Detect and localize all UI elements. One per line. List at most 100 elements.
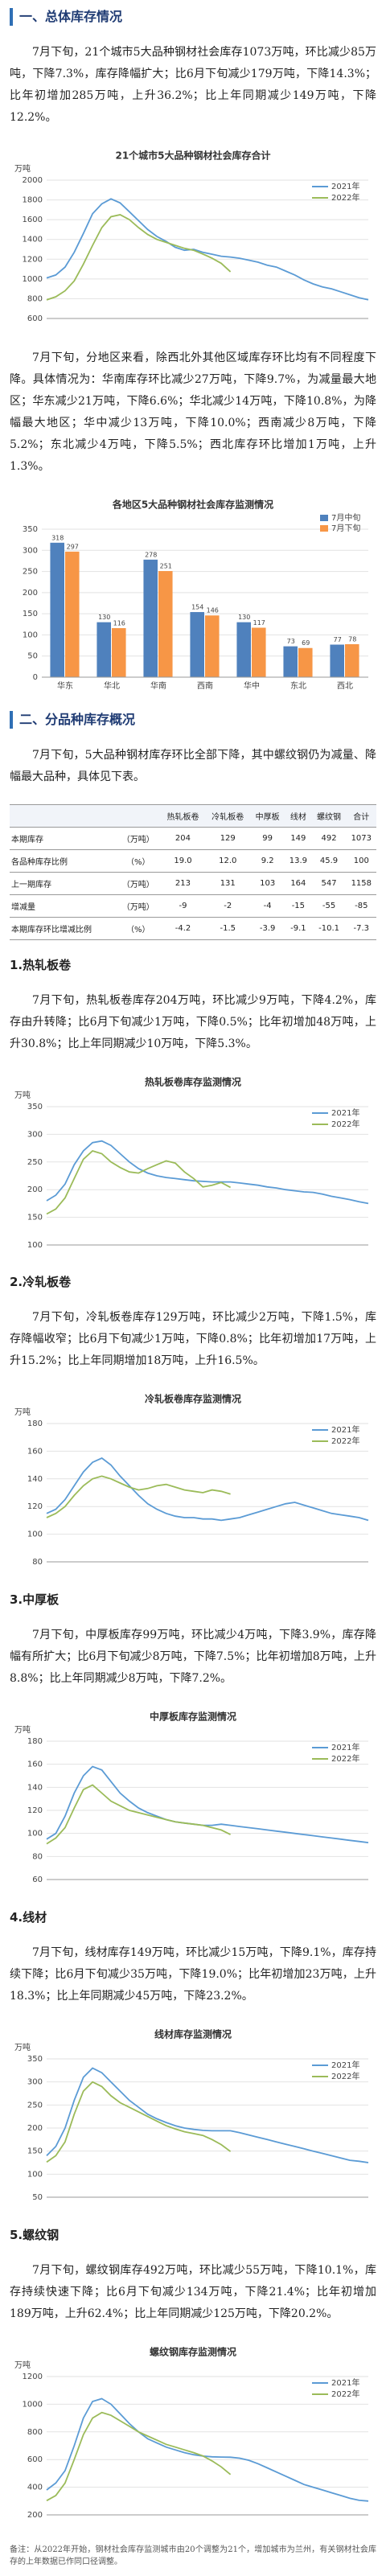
table-cell: 100 [346, 848, 376, 873]
table-cell: 492 [311, 826, 347, 850]
y-axis-unit: 万吨 [14, 2042, 31, 2052]
bar-value-label: 146 [207, 607, 219, 614]
bar-value-label: 130 [238, 614, 250, 621]
legend-swatch [320, 514, 328, 521]
series-line [46, 2397, 369, 2502]
bar [330, 644, 344, 677]
row-unit: （万吨） [115, 894, 161, 918]
table-cell: -1.5 [205, 916, 251, 940]
table-cell: 1158 [346, 871, 376, 895]
header-row: 热轧板卷 冷轧板卷 中厚板 线材 螺纹钢 合计 [10, 803, 376, 828]
table-cell: -9 [160, 894, 206, 918]
y-tick-label: 50 [32, 2193, 43, 2202]
y-tick-label: 300 [27, 2078, 43, 2087]
table-row: 上一期库存 （万吨） 213 131 103 164 547 1158 [10, 871, 376, 895]
y-tick-label: 150 [27, 2147, 43, 2156]
bar-value-label: 297 [67, 543, 79, 550]
table-row: 增减量 （万吨） -9 -2 -4 -15 -55 -85 [10, 894, 376, 918]
chart-title: 各地区5大品种钢材社会库存监测情况 [112, 498, 273, 510]
paragraph: 7月下旬，线材库存149万吨，环比减少15万吨，下降9.1%，库存持续下降；比6… [10, 1946, 376, 2003]
subsection-heading: 5.螺纹钢 [10, 2228, 60, 2243]
y-tick-label: 200 [27, 1185, 43, 1194]
series-line [46, 198, 369, 301]
header-cell [10, 803, 116, 828]
y-tick-label: 1200 [23, 255, 43, 264]
table-cell: 45.9 [311, 848, 347, 873]
y-tick-label: 600 [27, 2455, 43, 2464]
row-unit: （万吨） [115, 871, 161, 895]
bar [96, 622, 111, 677]
table-cell: 149 [285, 826, 312, 850]
bar [158, 570, 173, 677]
chart: 各地区5大品种钢材社会库存监测情况 0 50 100 150 200 250 300 350 华东… [23, 498, 368, 691]
y-tick-label: 600 [27, 314, 43, 323]
x-tick-label: 华南 [150, 680, 166, 691]
table-row: 本期库存 （万吨） 204 129 99 149 492 1073 [10, 826, 376, 850]
chart-title: 螺纹钢库存监测情况 [150, 2345, 236, 2357]
row-label: 各品种库存比例 [10, 848, 116, 873]
y-axis-unit: 万吨 [14, 1724, 31, 1735]
series-line [46, 1475, 231, 1519]
bar [205, 615, 220, 677]
series-line [46, 2081, 232, 2163]
bar-value-label: 251 [160, 562, 172, 569]
table-cell: 164 [285, 871, 312, 895]
x-tick-label: 东北 [290, 680, 306, 691]
y-tick-label: 350 [27, 1103, 43, 1111]
series-line [46, 1765, 369, 1844]
legend-label: 2021年 [331, 1742, 359, 1752]
legend-label: 7月中旬 [331, 512, 360, 523]
y-tick-label: 120 [27, 1503, 43, 1512]
chart-title: 中厚板库存监测情况 [150, 1711, 236, 1723]
bar [50, 542, 64, 677]
series-line [46, 2067, 369, 2163]
paragraph: 7月下旬，冷轧板卷库存129万吨，环比减少2万吨，下降1.5%，库存降幅收窄；比… [10, 1311, 376, 1368]
y-tick-label: 160 [27, 1760, 43, 1769]
chart-title: 21个城市5大品种钢材社会库存合计 [115, 149, 270, 161]
series-line [46, 1457, 369, 1522]
y-tick-label: 250 [27, 1157, 43, 1166]
y-tick-label: 1000 [23, 275, 43, 284]
legend-label: 2022年 [331, 192, 359, 203]
y-tick-label: 800 [27, 2428, 43, 2437]
bar-value-label: 73 [287, 638, 295, 645]
header-cell: 热轧板卷 [160, 803, 206, 828]
y-tick-label: 1000 [23, 2400, 43, 2409]
y-tick-label: 60 [32, 1876, 43, 1884]
y-tick-label: 0 [33, 673, 38, 682]
table-cell: 204 [160, 826, 206, 850]
subsection-heading: 3.中厚板 [10, 1592, 60, 1608]
y-tick-label: 800 [27, 294, 43, 303]
x-tick-label: 华北 [104, 680, 120, 691]
bar-value-label: 278 [145, 551, 157, 558]
y-tick-label: 400 [27, 2484, 43, 2492]
legend-label: 2021年 [331, 181, 359, 191]
row-label: 上一期库存 [10, 871, 116, 895]
bar [298, 647, 313, 677]
subsection-heading: 4.线材 [10, 1910, 47, 1925]
y-tick-label: 1400 [23, 236, 43, 244]
legend-label: 2021年 [331, 2377, 359, 2388]
y-tick-label: 140 [27, 1475, 43, 1484]
row-unit: （万吨） [115, 826, 161, 850]
paragraph: 7月下旬，热轧板卷库存204万吨，环比减少9万吨，下降4.2%，库存由升转降；比… [10, 993, 376, 1050]
table-cell: -10.1 [311, 916, 347, 940]
y-tick-label: 250 [23, 567, 38, 576]
table-cell: 9.2 [250, 848, 285, 873]
y-axis-unit: 万吨 [14, 163, 31, 174]
y-tick-label: 100 [27, 1241, 43, 1250]
bar [65, 551, 80, 677]
table-cell: 103 [250, 871, 285, 895]
bar-value-label: 116 [113, 619, 125, 627]
y-tick-label: 50 [27, 652, 38, 661]
row-unit: （%） [115, 848, 161, 873]
header-cell: 线材 [285, 803, 312, 828]
header-cell: 冷轧板卷 [205, 803, 251, 828]
table-cell: 19.0 [160, 848, 206, 873]
legend-label: 7月下旬 [331, 523, 360, 533]
bar-value-label: 78 [348, 635, 356, 643]
section-heading: 二、分品种库存概况 [10, 710, 376, 729]
bar-value-label: 69 [302, 639, 310, 647]
y-tick-label: 180 [27, 1419, 43, 1428]
